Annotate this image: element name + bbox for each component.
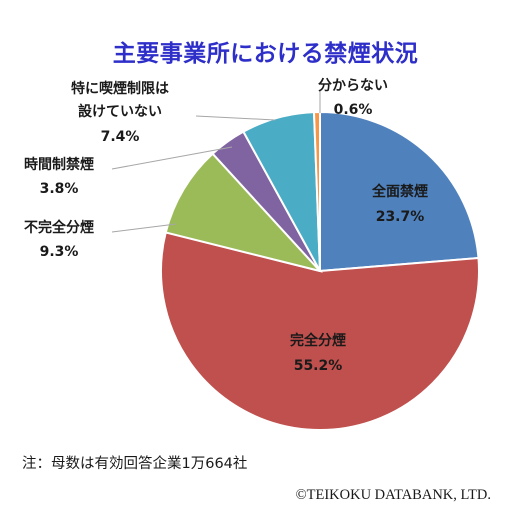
slice-label: 不完全分煙 (24, 219, 94, 236)
slice-label: 分からない (318, 78, 388, 94)
chart-title: 主要事業所における禁煙状況 (112, 41, 419, 67)
slice-label: 特に喫煙制限は (71, 80, 169, 97)
slice-label: 完全分煙 (290, 332, 346, 349)
copyright-notice: ©TEIKOKU DATABANK, LTD. (295, 487, 491, 503)
leader-line (195, 115, 276, 121)
slice-value-label: 55.2% (294, 358, 343, 374)
leader-line (111, 223, 177, 233)
slice-value-label: 23.7% (376, 209, 425, 225)
pie-slice (160, 231, 480, 431)
pie-slice (164, 152, 323, 273)
slice-value-label: 7.4% (101, 129, 140, 145)
slice-value-label: 0.6% (334, 102, 373, 118)
slice-value-label: 3.8% (40, 181, 79, 197)
slice-label: 時間制禁煙 (24, 156, 94, 173)
slice-label: 全面禁煙 (371, 183, 428, 200)
pie-slice (319, 110, 480, 273)
chart-footnote: 注：母数は有効回答企業1万664社 (22, 456, 248, 472)
leader-line (111, 146, 233, 170)
slice-label: 設けていない (78, 103, 162, 120)
slice-value-label: 9.3% (40, 244, 79, 260)
